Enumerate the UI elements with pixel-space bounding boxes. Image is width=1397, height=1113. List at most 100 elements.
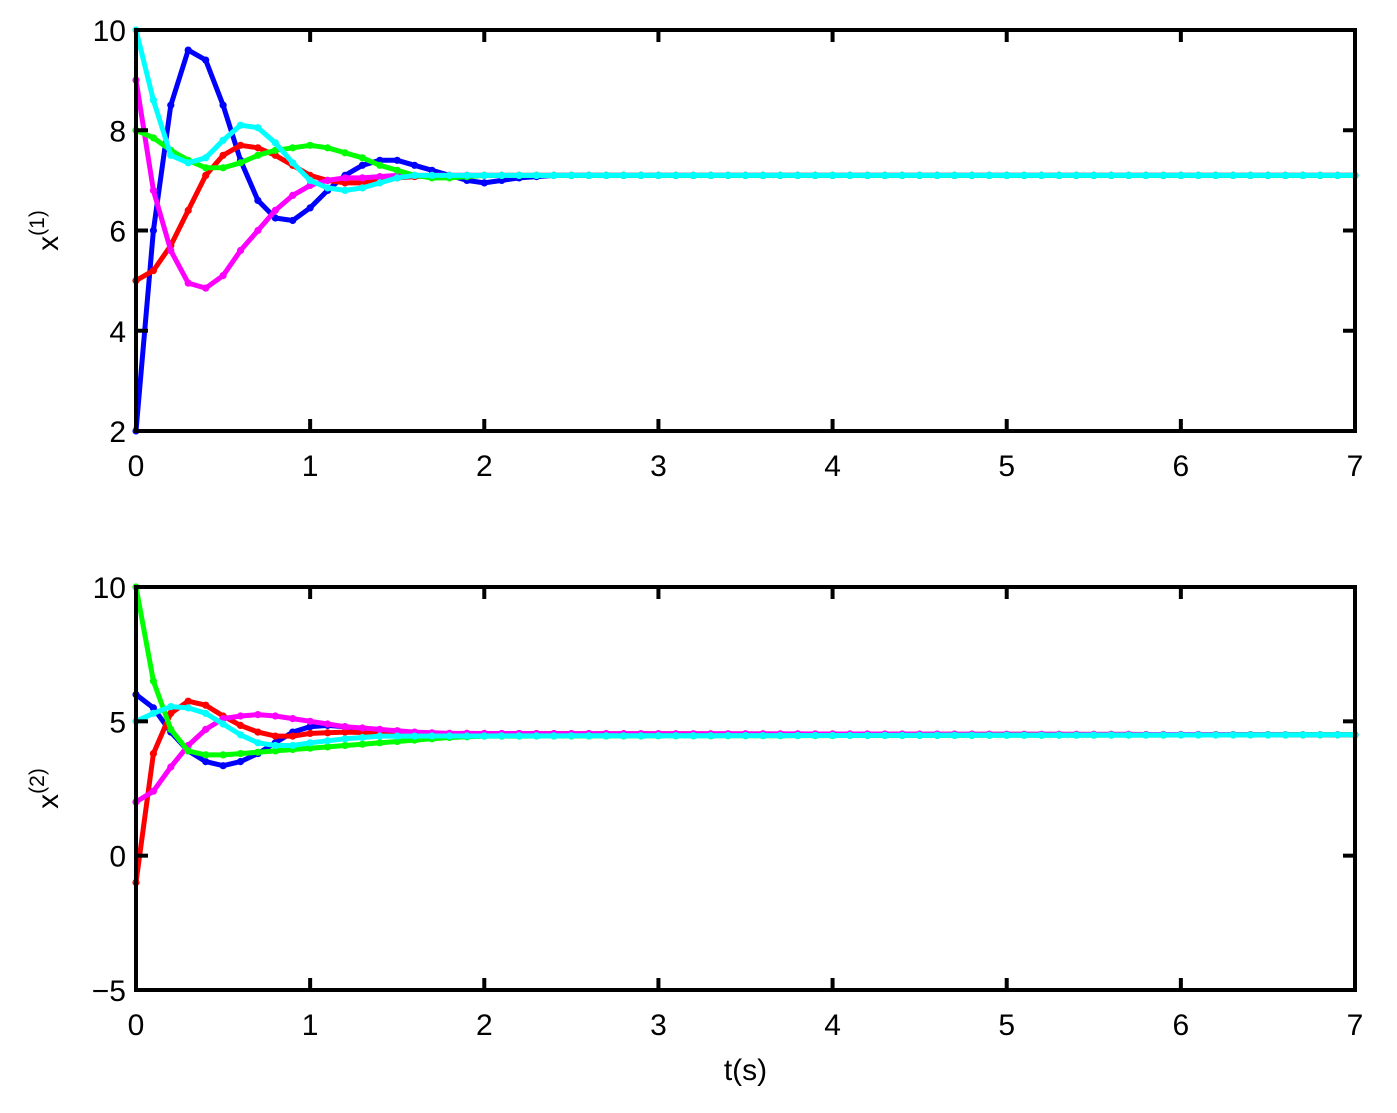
data-point-4-51 bbox=[1020, 171, 1028, 179]
data-point-3-12 bbox=[341, 741, 349, 750]
data-point-4-55 bbox=[1090, 171, 1098, 179]
data-point-4-36 bbox=[759, 171, 767, 179]
data-point-4-12 bbox=[341, 735, 349, 743]
data-point-4-21 bbox=[498, 171, 506, 179]
data-point-4-7 bbox=[254, 124, 262, 132]
data-point-0-21 bbox=[498, 176, 506, 184]
data-point-4-40 bbox=[829, 171, 837, 179]
series-line-0 bbox=[134, 692, 1355, 769]
y-tick-label: 8 bbox=[109, 115, 126, 148]
data-point-4-65 bbox=[1264, 171, 1272, 179]
data-point-4-36 bbox=[759, 732, 767, 740]
data-point-1-11 bbox=[324, 729, 332, 737]
data-point-4-23 bbox=[532, 171, 541, 179]
y-tick-label: 5 bbox=[109, 706, 126, 739]
data-point-4-37 bbox=[776, 732, 784, 740]
data-point-4-20 bbox=[480, 171, 488, 179]
series-group bbox=[132, 26, 1359, 435]
series-line-4 bbox=[133, 29, 1355, 193]
data-point-4-34 bbox=[724, 732, 732, 740]
data-point-4-56 bbox=[1107, 731, 1115, 739]
data-point-1-6 bbox=[236, 721, 245, 730]
data-point-0-10 bbox=[306, 723, 314, 731]
data-point-2-8 bbox=[271, 206, 279, 214]
data-point-4-55 bbox=[1090, 731, 1098, 739]
data-point-3-13 bbox=[358, 154, 366, 162]
data-point-4-68 bbox=[1316, 731, 1324, 739]
y-axis-label: x(1) bbox=[26, 210, 65, 251]
data-point-4-66 bbox=[1281, 731, 1289, 739]
data-point-2-7 bbox=[254, 711, 262, 719]
data-point-4-59 bbox=[1159, 731, 1167, 739]
x-tick-label: 6 bbox=[1173, 1009, 1190, 1042]
data-point-4-4 bbox=[202, 709, 210, 717]
data-point-4-58 bbox=[1142, 171, 1150, 179]
data-point-1-10 bbox=[306, 729, 314, 738]
data-point-3-11 bbox=[324, 743, 332, 751]
x-tick-label: 3 bbox=[650, 1009, 667, 1042]
data-point-4-34 bbox=[724, 171, 732, 179]
data-point-4-29 bbox=[637, 732, 645, 740]
y-tick-label: 4 bbox=[109, 316, 126, 349]
data-point-4-22 bbox=[515, 171, 523, 179]
data-point-3-6 bbox=[236, 159, 245, 167]
data-point-0-13 bbox=[358, 161, 366, 169]
data-point-4-1 bbox=[149, 96, 157, 104]
data-point-4-21 bbox=[498, 732, 506, 740]
axes-frame bbox=[134, 28, 1357, 433]
data-point-1-3 bbox=[184, 697, 192, 705]
data-point-1-13 bbox=[358, 179, 366, 187]
x-tick-label: 1 bbox=[302, 450, 319, 483]
data-point-4-26 bbox=[585, 732, 593, 740]
data-point-4-52 bbox=[1037, 171, 1046, 179]
data-point-3-9 bbox=[289, 144, 297, 152]
data-point-0-17 bbox=[428, 166, 436, 174]
data-point-4-53 bbox=[1055, 731, 1063, 739]
data-point-2-2 bbox=[167, 247, 175, 255]
data-point-4-9 bbox=[289, 741, 297, 750]
data-point-4-20 bbox=[480, 732, 488, 740]
data-point-4-50 bbox=[1003, 171, 1011, 179]
data-point-4-39 bbox=[811, 731, 819, 740]
data-point-1-3 bbox=[184, 206, 192, 214]
y-tick-label: 6 bbox=[109, 216, 126, 249]
data-point-4-45 bbox=[916, 171, 924, 179]
data-point-2-9 bbox=[289, 191, 297, 199]
data-point-4-13 bbox=[358, 733, 366, 742]
data-point-4-12 bbox=[341, 186, 349, 194]
data-point-4-5 bbox=[219, 720, 227, 728]
data-point-4-15 bbox=[393, 174, 401, 182]
data-point-4-61 bbox=[1194, 171, 1202, 179]
data-point-4-5 bbox=[219, 136, 227, 144]
y-axis-label: x(2) bbox=[26, 768, 65, 809]
data-point-4-14 bbox=[376, 732, 384, 740]
data-point-0-7 bbox=[254, 196, 262, 204]
series-line-3 bbox=[133, 586, 1355, 758]
data-point-2-12 bbox=[341, 174, 349, 182]
data-point-4-30 bbox=[654, 171, 663, 179]
data-point-4-69 bbox=[1334, 731, 1342, 739]
data-point-4-8 bbox=[271, 139, 279, 147]
data-point-3-1 bbox=[149, 134, 157, 142]
data-point-4-41 bbox=[846, 171, 854, 179]
data-point-0-15 bbox=[393, 156, 401, 164]
data-point-2-15 bbox=[393, 727, 401, 735]
x-tick-label: 4 bbox=[824, 450, 841, 483]
series-line-0 bbox=[133, 47, 1355, 432]
data-point-3-7 bbox=[254, 151, 262, 159]
data-point-3-5 bbox=[219, 164, 227, 172]
data-point-4-19 bbox=[463, 171, 471, 179]
data-point-4-66 bbox=[1281, 171, 1289, 179]
data-point-4-61 bbox=[1194, 731, 1202, 739]
data-point-4-52 bbox=[1037, 731, 1046, 739]
data-point-2-4 bbox=[202, 284, 210, 292]
data-point-4-1 bbox=[149, 709, 157, 717]
y-tick-label: 10 bbox=[93, 15, 126, 48]
data-point-4-64 bbox=[1246, 171, 1255, 179]
data-point-1-4 bbox=[202, 701, 210, 709]
data-point-4-39 bbox=[811, 171, 819, 179]
data-point-4-50 bbox=[1003, 731, 1011, 739]
data-point-4-26 bbox=[585, 171, 593, 179]
data-point-4-43 bbox=[881, 731, 889, 740]
data-point-4-3 bbox=[184, 159, 192, 167]
